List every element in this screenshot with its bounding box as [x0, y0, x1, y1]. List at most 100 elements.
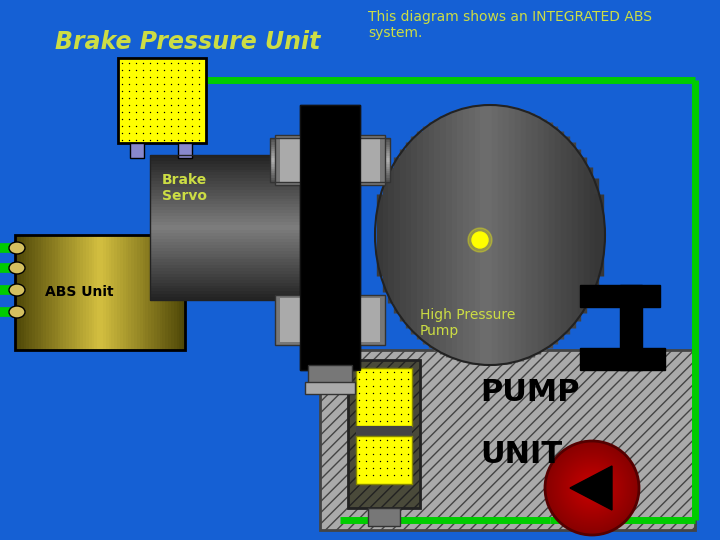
Circle shape	[568, 464, 616, 512]
Bar	[150, 256, 310, 260]
Circle shape	[567, 463, 617, 513]
Bar	[143, 235, 146, 350]
Bar	[620, 285, 642, 370]
Bar	[150, 167, 310, 171]
Bar	[55, 235, 58, 350]
Bar	[117, 235, 121, 350]
Bar	[114, 235, 118, 350]
Bar	[150, 199, 310, 202]
Bar	[348, 360, 420, 508]
Bar	[165, 235, 169, 350]
Bar	[270, 164, 390, 167]
Circle shape	[578, 474, 606, 502]
Circle shape	[569, 465, 615, 511]
Text: PUMP: PUMP	[480, 378, 580, 407]
Bar	[308, 365, 352, 385]
Bar	[150, 155, 310, 159]
Ellipse shape	[9, 306, 25, 318]
Circle shape	[572, 468, 612, 508]
Bar	[368, 508, 400, 526]
Bar	[15, 235, 19, 350]
Bar	[150, 294, 310, 298]
Bar	[145, 235, 149, 350]
Bar	[179, 235, 183, 350]
Bar	[270, 162, 390, 165]
Bar	[150, 187, 310, 191]
Text: Brake Pressure Unit: Brake Pressure Unit	[55, 30, 320, 54]
Bar	[100, 235, 104, 350]
Bar	[30, 235, 33, 350]
Circle shape	[556, 452, 628, 524]
Bar	[157, 235, 161, 350]
Bar	[35, 235, 39, 350]
Bar	[270, 138, 390, 182]
Bar	[103, 235, 107, 350]
Bar	[270, 173, 390, 177]
Circle shape	[554, 450, 630, 526]
Bar	[162, 235, 166, 350]
Bar	[137, 235, 140, 350]
Bar	[270, 147, 390, 150]
Bar	[270, 158, 390, 161]
Bar	[150, 262, 310, 266]
Bar	[270, 169, 390, 172]
Bar	[150, 245, 310, 249]
Bar	[24, 235, 27, 350]
Bar	[63, 235, 67, 350]
Circle shape	[549, 445, 635, 531]
Bar	[270, 156, 390, 159]
Bar	[580, 348, 665, 370]
Bar	[150, 282, 310, 287]
Bar	[150, 219, 310, 222]
Bar	[154, 235, 158, 350]
Circle shape	[562, 458, 622, 518]
Text: Brake
Servo: Brake Servo	[162, 173, 207, 203]
Circle shape	[580, 476, 604, 500]
Bar	[150, 161, 310, 165]
Circle shape	[550, 446, 634, 530]
Circle shape	[565, 461, 619, 515]
Circle shape	[557, 453, 627, 523]
Bar	[160, 235, 163, 350]
Bar	[150, 216, 310, 220]
Circle shape	[586, 482, 598, 494]
Bar	[580, 285, 660, 307]
Bar	[280, 298, 380, 342]
Circle shape	[563, 459, 621, 517]
Circle shape	[566, 462, 618, 514]
Bar	[275, 295, 385, 345]
Bar	[150, 297, 310, 301]
Circle shape	[576, 472, 608, 504]
Bar	[140, 235, 143, 350]
Bar	[112, 235, 115, 350]
Bar	[171, 235, 175, 350]
Text: This diagram shows an INTEGRATED ABS
system.: This diagram shows an INTEGRATED ABS sys…	[368, 10, 652, 40]
Circle shape	[547, 443, 637, 533]
Bar	[150, 265, 310, 269]
Bar	[150, 225, 310, 228]
Bar	[176, 235, 180, 350]
Bar	[131, 235, 135, 350]
Bar	[300, 105, 360, 370]
Bar	[83, 235, 87, 350]
Bar	[21, 235, 24, 350]
Circle shape	[560, 456, 624, 520]
Bar	[134, 235, 138, 350]
Bar	[151, 235, 155, 350]
Circle shape	[468, 228, 492, 252]
Bar	[150, 193, 310, 197]
Bar	[270, 138, 390, 141]
Bar	[150, 227, 310, 232]
Bar	[270, 145, 390, 148]
Bar	[270, 160, 390, 163]
Circle shape	[551, 447, 633, 529]
Bar	[150, 178, 310, 182]
Circle shape	[553, 449, 631, 527]
Text: ABS Unit: ABS Unit	[45, 285, 114, 299]
Text: High Pressure
Pump: High Pressure Pump	[420, 308, 516, 338]
Circle shape	[548, 444, 636, 532]
Bar	[150, 239, 310, 243]
Bar	[27, 235, 30, 350]
Bar	[280, 138, 380, 182]
Bar	[356, 426, 412, 436]
